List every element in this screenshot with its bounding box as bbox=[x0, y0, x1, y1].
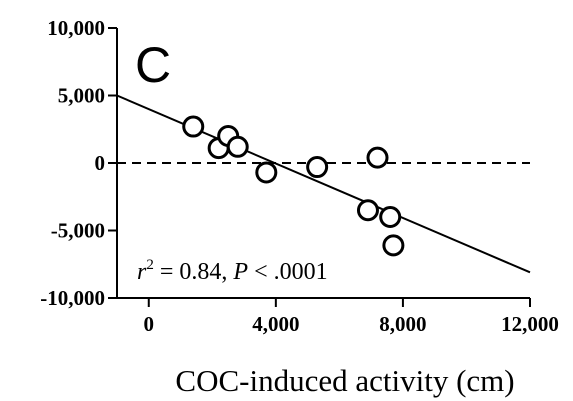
r2-exponent: 2 bbox=[146, 257, 154, 273]
p-symbol: P bbox=[232, 259, 248, 285]
data-point bbox=[368, 148, 387, 167]
data-marks bbox=[117, 96, 530, 273]
data-point bbox=[257, 163, 276, 182]
axes: 10,000 5,000 0 -5,000 -10,000 0 4,000 8,000 12,0… bbox=[40, 16, 559, 336]
y-tick-label: 5,000 bbox=[58, 84, 105, 108]
x-tick-label: 0 bbox=[144, 312, 155, 336]
data-point bbox=[381, 208, 400, 227]
y-tick-label: -5,000 bbox=[51, 219, 105, 243]
data-point bbox=[184, 117, 203, 136]
r2-value: = 0.84, bbox=[154, 259, 234, 285]
data-point bbox=[358, 201, 377, 220]
y-tick-label: 10,000 bbox=[47, 16, 105, 40]
x-tick-label: 8,000 bbox=[379, 312, 426, 336]
p-value: < .0001 bbox=[248, 259, 328, 285]
panel-letter: C bbox=[135, 37, 171, 93]
data-point bbox=[384, 236, 403, 255]
x-axis-title: COC-induced activity (cm) bbox=[175, 363, 514, 398]
fit-line bbox=[117, 96, 530, 273]
data-point bbox=[228, 137, 247, 156]
y-tick-label: 0 bbox=[95, 151, 106, 175]
y-tick-label: -10,000 bbox=[40, 286, 105, 310]
x-tick-label: 12,000 bbox=[501, 312, 559, 336]
data-point bbox=[308, 158, 327, 177]
stat-annotation: r2 = 0.84, P < .0001 bbox=[137, 257, 328, 285]
x-tick-label: 4,000 bbox=[252, 312, 299, 336]
